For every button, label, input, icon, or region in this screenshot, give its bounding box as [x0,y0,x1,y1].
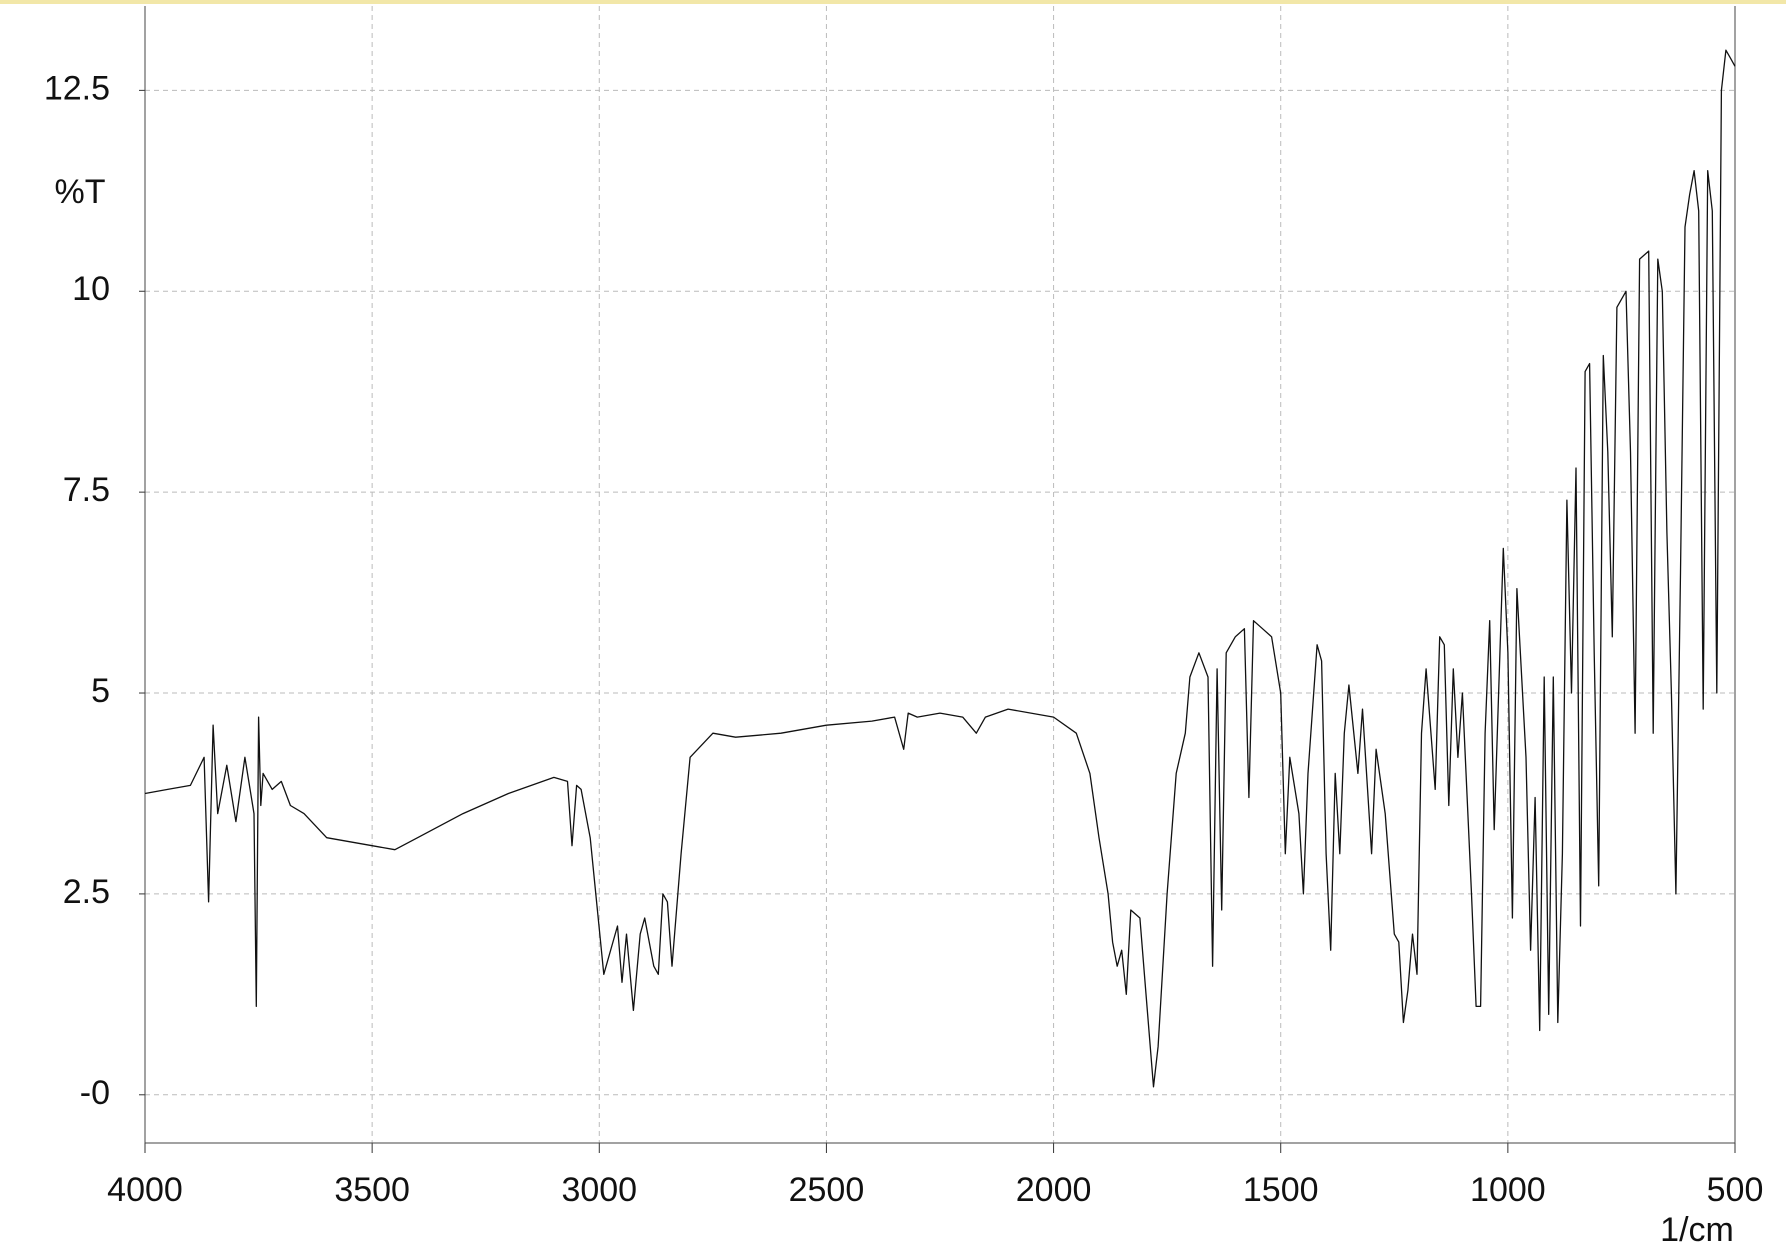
y-tick-label: 12.5 [44,69,110,107]
x-tick-label: 1000 [1470,1171,1546,1209]
x-axis-label: 1/cm [1660,1211,1734,1249]
x-tick-label: 3500 [334,1171,410,1209]
y-tick-label: -0 [80,1074,110,1112]
x-tick-label: 4000 [107,1171,183,1209]
y-tick-label: 5 [91,672,110,710]
x-tick-label: 500 [1707,1171,1764,1209]
y-tick-label: 2.5 [63,873,110,911]
x-tick-label: 2500 [789,1171,865,1209]
x-tick-label: 3000 [561,1171,637,1209]
y-tick-label: 7.5 [63,471,110,509]
top-border [0,0,1786,4]
x-tick-label: 1500 [1243,1171,1319,1209]
x-tick-label: 2000 [1016,1171,1092,1209]
y-axis-label: %T [55,173,106,211]
spectrum-line [144,49,1736,1088]
y-tick-label: 10 [72,270,110,308]
